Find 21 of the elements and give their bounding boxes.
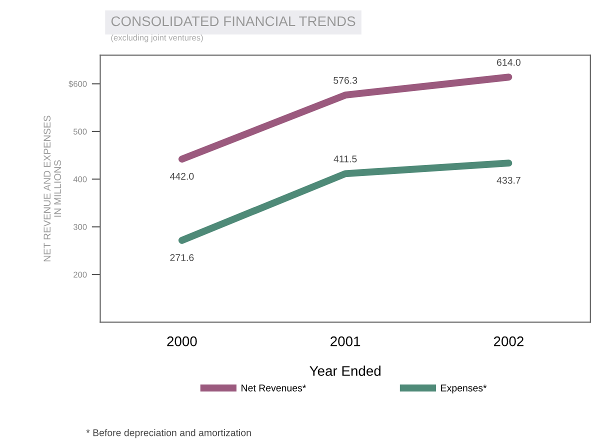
data-label: 433.7 [496, 176, 520, 184]
x-axis-title: Year Ended [310, 366, 380, 376]
data-label: 614.0 [497, 58, 520, 66]
legend-label: Net Revenues* [242, 384, 306, 392]
x-tick-label: 2000 [167, 336, 197, 346]
data-label: 271.6 [170, 254, 194, 262]
y-tick-label: 500 [73, 128, 87, 135]
data-label: 411.5 [334, 156, 357, 162]
text: * Before depreciation and amortization [86, 429, 251, 438]
data-label: 442.0 [170, 172, 194, 180]
data-label: 576.3 [334, 76, 358, 84]
y-tick-label: 200 [74, 272, 87, 278]
y-tick-label: 400 [73, 176, 87, 182]
x-tick-label: 2002 [494, 336, 524, 346]
x-tick-label: 2001 [330, 336, 360, 346]
y-axis-title: NET REVENUE AND EXPENSES IN MILLIONS [44, 116, 62, 262]
y-tick-label: 300 [73, 224, 87, 230]
y-tick-label: $600 [68, 80, 87, 88]
legend-label: Expenses* [441, 384, 487, 394]
chart-title: CONSOLIDATED FINANCIAL TRENDS [111, 16, 356, 26]
chart-subtitle: (excluding joint ventures) [111, 34, 203, 42]
